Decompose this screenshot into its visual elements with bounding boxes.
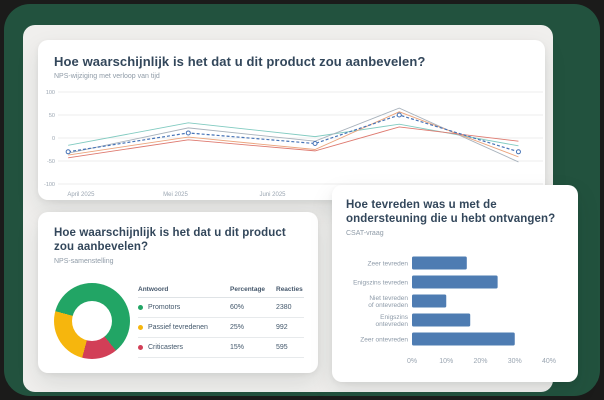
responses-value: 2380 bbox=[276, 304, 292, 311]
nps-data-point[interactable] bbox=[185, 130, 191, 136]
nps-composition-card: Hoe waarschijnlijk is het dat u dit prod… bbox=[38, 212, 318, 373]
nps-trend-card: Hoe waarschijnlijk is het dat u dit prod… bbox=[38, 40, 545, 200]
nps-data-point[interactable] bbox=[65, 149, 71, 155]
answer-label: Passief tevredenen bbox=[148, 324, 208, 331]
nps-line-chart[interactable]: 100 50 0 -50 -100 April 2025 Mei 2025 Juni 2025 bbox=[38, 84, 545, 200]
x-tick-label: 20% bbox=[473, 358, 487, 365]
nps-composition-title: Hoe waarschijnlijk is het dat u dit prod… bbox=[54, 227, 286, 254]
bar-category-label: Enigszins bbox=[380, 314, 409, 321]
table-row[interactable]: Passief tevredenen 25% 992 bbox=[138, 318, 304, 338]
responses-value: 992 bbox=[276, 324, 288, 331]
legend-dot-icon bbox=[138, 305, 143, 310]
nps-composition-table: Antwoord Percentage Reacties Promotors 60% 23… bbox=[138, 282, 304, 358]
y-tick-label: -100 bbox=[44, 182, 55, 188]
bar[interactable] bbox=[412, 313, 471, 327]
legend-dot-icon bbox=[138, 345, 143, 350]
table-row[interactable]: Criticasters 15% 595 bbox=[138, 338, 304, 358]
answer-label: Criticasters bbox=[148, 344, 184, 351]
line-series-band-teal bbox=[68, 122, 519, 147]
table-row[interactable]: Promotors 60% 2380 bbox=[138, 298, 304, 318]
x-tick-label: April 2025 bbox=[67, 192, 95, 198]
y-tick-label: 0 bbox=[52, 136, 55, 142]
bar-category-label: Niet tevreden bbox=[369, 295, 408, 302]
bar[interactable] bbox=[412, 332, 515, 346]
line-series-nps bbox=[68, 114, 519, 153]
nps-data-point[interactable] bbox=[396, 112, 402, 118]
nps-composition-subtitle: NPS-samenstelling bbox=[54, 257, 114, 265]
bar-category-label: of ontevreden bbox=[368, 302, 408, 309]
y-tick-label: 50 bbox=[49, 113, 55, 119]
line-series-band-red bbox=[68, 126, 519, 159]
x-tick-label: Juni 2025 bbox=[259, 192, 286, 198]
bar[interactable] bbox=[412, 275, 498, 289]
bar[interactable] bbox=[412, 256, 467, 270]
bar[interactable] bbox=[412, 294, 447, 308]
nps-donut-chart[interactable] bbox=[54, 283, 130, 359]
bar-category-label: Enigszins tevreden bbox=[353, 280, 408, 287]
percentage-value: 15% bbox=[230, 344, 245, 351]
csat-bar-chart[interactable]: 0% 10% 20% 30% 40% Zeer tevreden Enigszins tev… bbox=[332, 237, 578, 382]
answer-label: Promotors bbox=[148, 304, 181, 311]
line-series-band-orange bbox=[68, 111, 519, 158]
csat-card: Hoe tevreden was u met de ondersteuning … bbox=[332, 185, 578, 382]
table-header: Antwoord bbox=[138, 286, 169, 293]
x-tick-label: 30% bbox=[508, 358, 522, 365]
csat-title: Hoe tevreden was u met de ondersteuning … bbox=[346, 199, 556, 226]
csat-subtitle: CSAT-vraag bbox=[346, 229, 384, 237]
y-tick-label: 100 bbox=[46, 90, 55, 96]
x-tick-label: 0% bbox=[407, 358, 417, 365]
table-header: Reacties bbox=[276, 286, 303, 293]
legend-dot-icon bbox=[138, 325, 143, 330]
percentage-value: 25% bbox=[230, 324, 245, 331]
bar-category-label: ontevreden bbox=[375, 321, 408, 328]
x-tick-label: 10% bbox=[439, 358, 453, 365]
nps-data-point[interactable] bbox=[515, 149, 521, 155]
table-header-row: Antwoord Percentage Reacties bbox=[138, 282, 304, 298]
table-header: Percentage bbox=[230, 286, 266, 293]
nps-trend-title: Hoe waarschijnlijk is het dat u dit prod… bbox=[54, 54, 426, 69]
bar-category-label: Zeer ontevreden bbox=[360, 337, 408, 344]
x-tick-label: Mei 2025 bbox=[163, 192, 188, 198]
responses-value: 595 bbox=[276, 344, 288, 351]
nps-data-point[interactable] bbox=[312, 141, 318, 147]
line-series-band-gray bbox=[68, 107, 519, 163]
x-tick-label: 40% bbox=[542, 358, 556, 365]
nps-trend-subtitle: NPS-wijziging met verloop van tijd bbox=[54, 73, 160, 81]
y-tick-label: -50 bbox=[47, 159, 55, 165]
percentage-value: 60% bbox=[230, 304, 245, 311]
bar-category-label: Zeer tevreden bbox=[368, 261, 409, 268]
